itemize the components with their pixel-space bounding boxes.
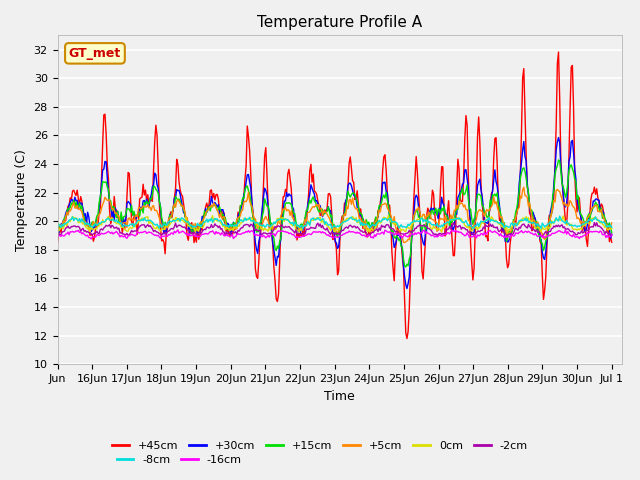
Y-axis label: Temperature (C): Temperature (C) <box>15 149 28 251</box>
X-axis label: Time: Time <box>324 390 355 403</box>
Text: GT_met: GT_met <box>69 47 121 60</box>
Title: Temperature Profile A: Temperature Profile A <box>257 15 422 30</box>
Legend: -8cm, -16cm: -8cm, -16cm <box>112 451 246 469</box>
Legend: +45cm, +30cm, +15cm, +5cm, 0cm, -2cm: +45cm, +30cm, +15cm, +5cm, 0cm, -2cm <box>108 436 532 455</box>
